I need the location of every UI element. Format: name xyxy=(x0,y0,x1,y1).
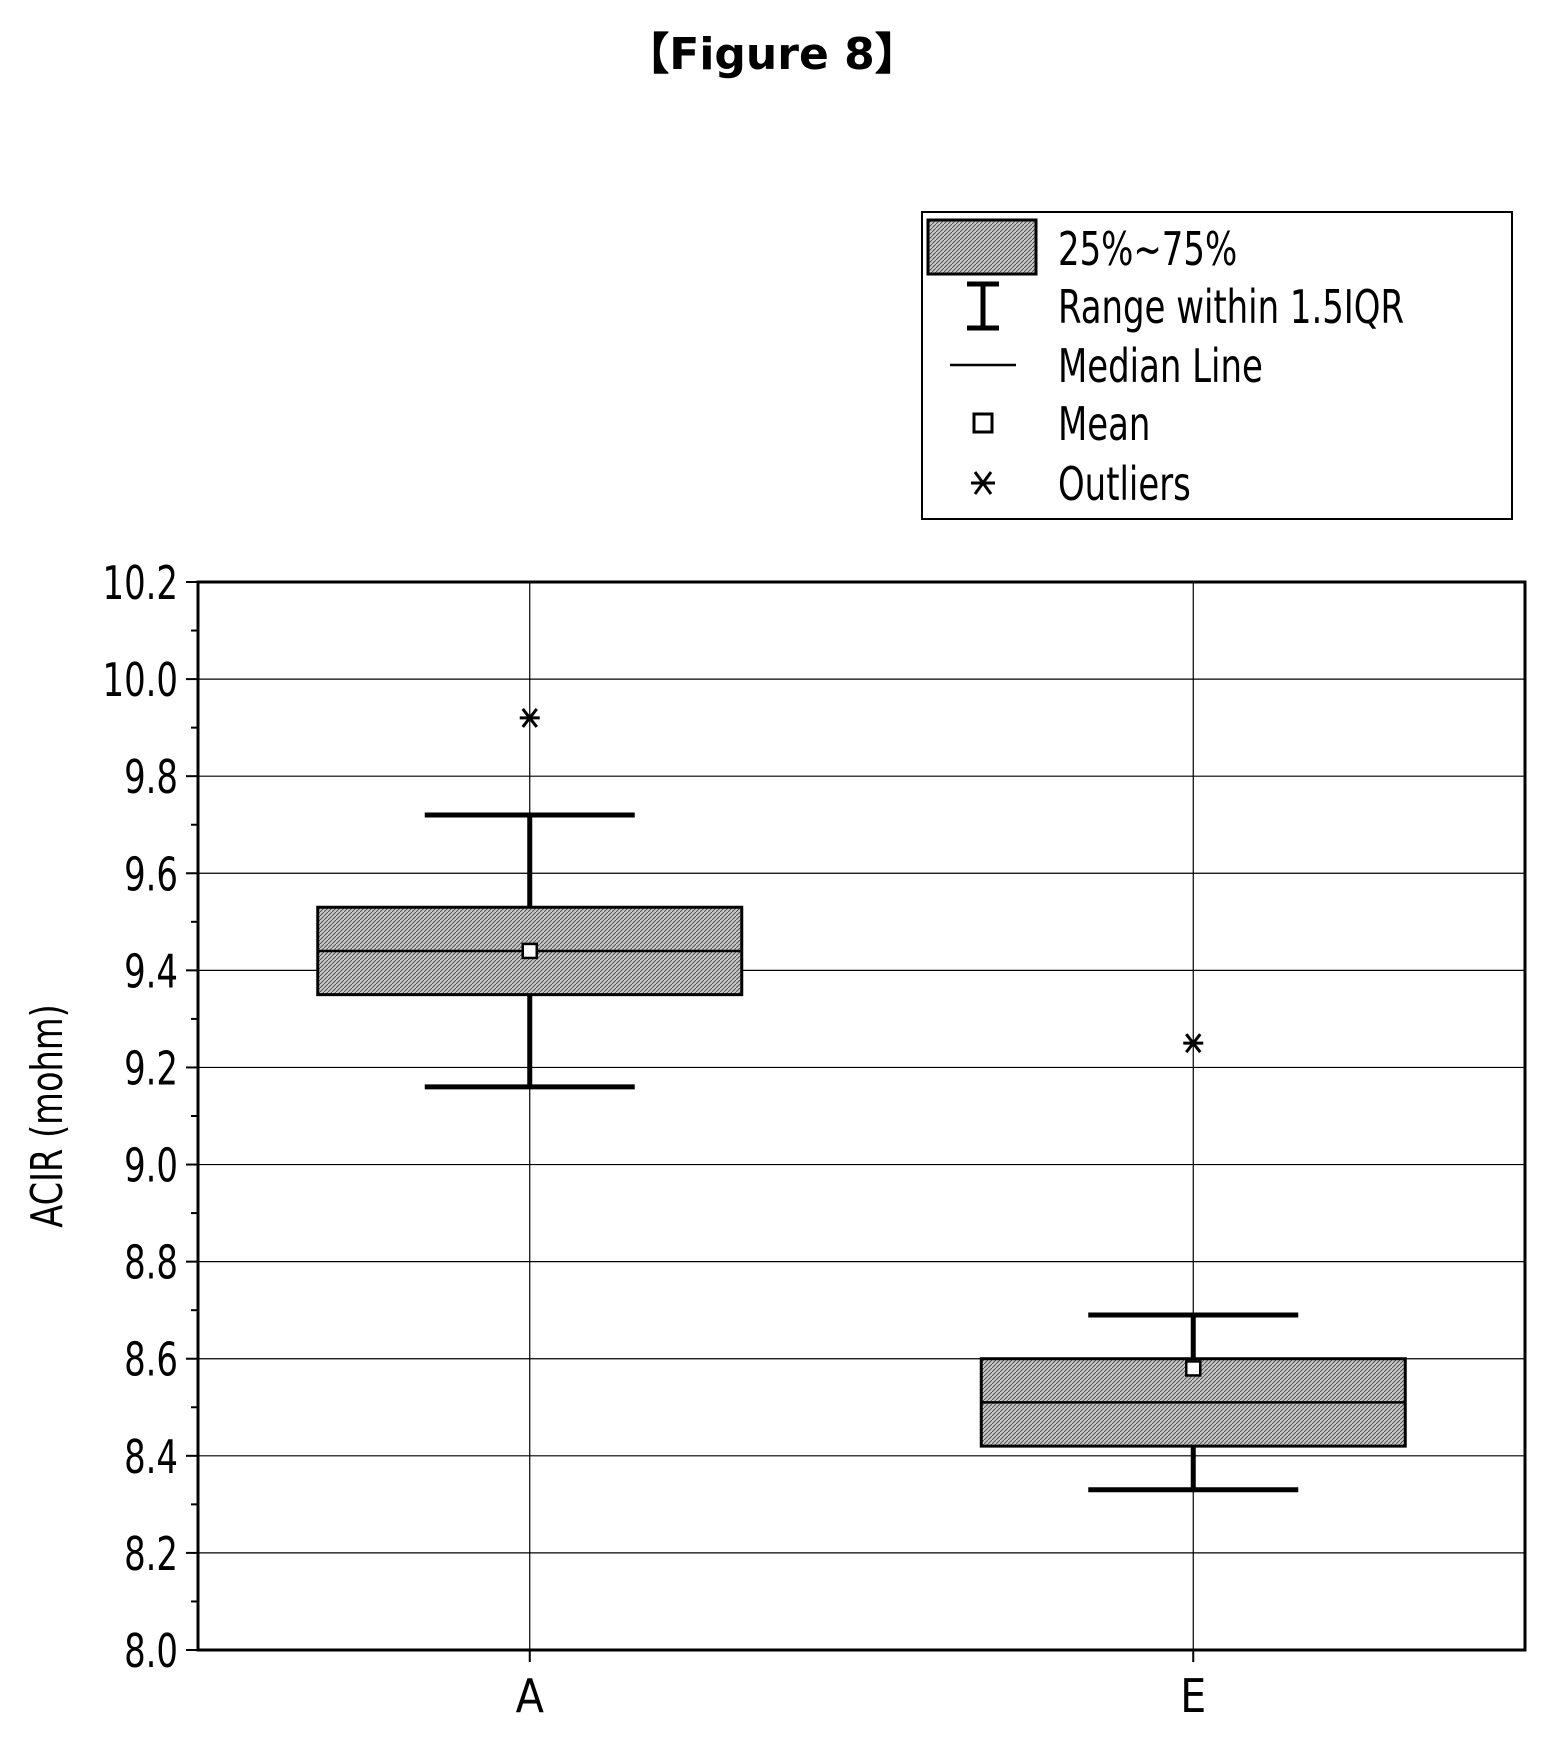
axes: 8.0 8.2 8.4 8.6 8.8 9.0 9.2 9.4 9.6 9.8 10.0 10.2 A E… xyxy=(21,556,1527,1723)
mean-marker xyxy=(521,942,538,960)
y-tick-label: 9.0 xyxy=(124,1139,178,1193)
legend-label: Range within 1.5IQR xyxy=(1058,280,1404,334)
y-tick-label: 9.2 xyxy=(124,1042,178,1096)
outlier-stroke xyxy=(521,708,538,728)
y-tick-label: 10.0 xyxy=(102,653,178,707)
y-tick-label: 9.8 xyxy=(124,751,178,805)
figure-title: 【Figure 8】 xyxy=(625,29,919,80)
legend-outlier-swatch xyxy=(973,471,993,495)
legend-item-box: 25%~75% xyxy=(926,218,1237,276)
y-tick-label: 8.0 xyxy=(124,1624,178,1678)
y-axis-title: ACIR (mohm) xyxy=(21,1004,73,1228)
legend-box-swatch xyxy=(926,218,1038,276)
x-tick-label: A xyxy=(516,1669,544,1723)
legend-label: Outliers xyxy=(1058,457,1191,511)
legend-item-median: Median Line xyxy=(950,339,1263,393)
box-A xyxy=(316,708,744,1090)
y-tick-label: 9.6 xyxy=(124,848,178,902)
y-tick-label: 8.6 xyxy=(124,1333,178,1387)
legend-item-outlier: Outliers xyxy=(971,457,1191,511)
grid-lines xyxy=(198,582,1525,1650)
legend-label: 25%~75% xyxy=(1058,222,1237,276)
box-E xyxy=(979,1033,1407,1493)
boxes xyxy=(316,708,1407,1493)
legend-mean-swatch xyxy=(972,412,994,434)
y-tick-label: 8.2 xyxy=(124,1527,178,1581)
plot-frame xyxy=(196,580,1527,1652)
y-tick-label: 8.8 xyxy=(124,1236,178,1290)
legend-item-mean: Mean xyxy=(972,397,1150,451)
mean-marker xyxy=(1185,1360,1202,1377)
outlier-marker xyxy=(1183,1033,1204,1054)
legend-item-whisker: Range within 1.5IQR xyxy=(967,280,1404,334)
y-tick-label: 9.4 xyxy=(124,945,178,999)
legend-label: Median Line xyxy=(1058,339,1263,393)
y-tick-label: 8.4 xyxy=(124,1430,178,1484)
legend-label: Mean xyxy=(1058,397,1150,451)
y-tick-label: 10.2 xyxy=(102,556,178,610)
x-tick-label: E xyxy=(1180,1669,1206,1723)
outlier-stroke xyxy=(1185,1033,1202,1054)
outlier-marker xyxy=(519,708,540,728)
